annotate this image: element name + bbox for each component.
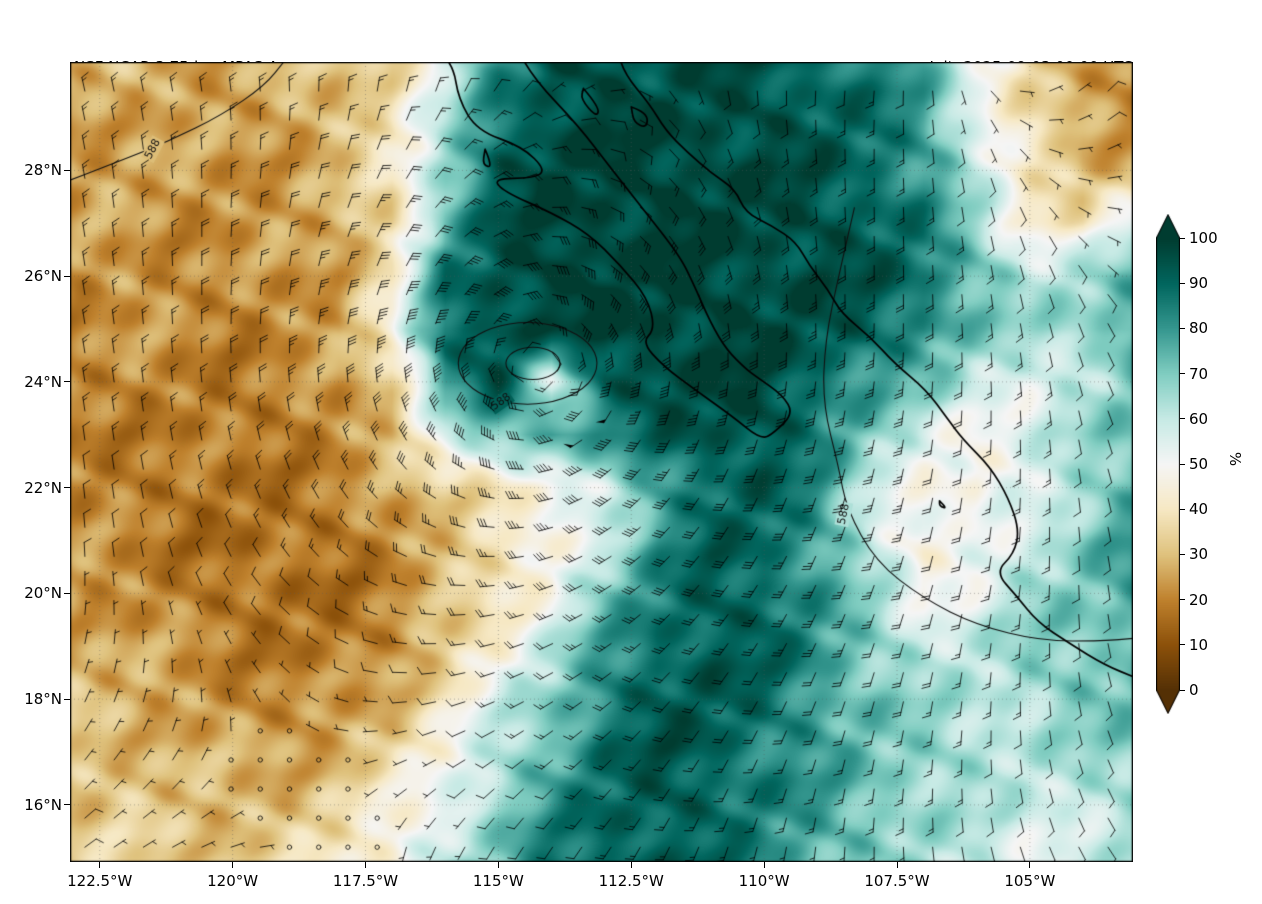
y-tick-mark — [64, 169, 70, 171]
colorbar-tick-label: 90 — [1189, 274, 1209, 293]
colorbar — [1156, 214, 1180, 714]
colorbar-tick-mark — [1180, 553, 1185, 555]
colorbar-tick-label: 0 — [1189, 681, 1199, 699]
y-tick-label: 20°N — [24, 584, 62, 603]
colorbar-tick-mark — [1180, 418, 1185, 420]
colorbar-tick-mark — [1180, 463, 1185, 465]
y-tick-mark — [64, 275, 70, 277]
y-tick-label: 16°N — [24, 795, 62, 814]
x-tick-label: 117.5°W — [332, 872, 399, 890]
x-tick-label: 122.5°W — [67, 872, 133, 890]
colorbar-tick-label: 10 — [1189, 635, 1209, 654]
y-tick-mark — [64, 592, 70, 594]
y-tick-label: 26°N — [24, 267, 62, 286]
x-tick-label: 115°W — [472, 872, 524, 890]
colorbar-tick-mark — [1180, 599, 1185, 601]
y-tick-label: 28°N — [24, 161, 62, 180]
x-tick-mark — [896, 862, 898, 868]
x-tick-label: 120°W — [207, 872, 259, 890]
x-tick-mark — [763, 862, 765, 868]
x-tick-label: 107.5°W — [864, 872, 930, 890]
y-tick-label: 24°N — [24, 372, 62, 391]
colorbar-tick-label: 20 — [1189, 590, 1209, 609]
colorbar-tick-mark — [1180, 508, 1185, 510]
colorbar-tick-mark — [1180, 644, 1185, 646]
x-tick-mark — [497, 862, 499, 868]
y-tick-mark — [64, 381, 70, 383]
x-tick-mark — [99, 862, 101, 868]
colorbar-tick-label: 30 — [1189, 545, 1209, 564]
colorbar-tick-label: 100 — [1189, 229, 1218, 247]
colorbar-tick-label: 40 — [1189, 500, 1209, 519]
colorbar-tick-label: 80 — [1189, 319, 1209, 338]
colorbar-tick-mark — [1180, 327, 1185, 329]
x-tick-mark — [232, 862, 234, 868]
y-tick-mark — [64, 487, 70, 489]
x-tick-label: 112.5°W — [598, 872, 664, 890]
colorbar-tick-label: 70 — [1189, 364, 1209, 383]
x-tick-label: 110°W — [738, 872, 790, 890]
x-tick-mark — [1029, 862, 1031, 868]
x-tick-label: 105°W — [1004, 872, 1056, 890]
x-tick-mark — [365, 862, 366, 868]
colorbar-tick-label: 60 — [1189, 409, 1209, 428]
map-canvas — [70, 62, 1133, 862]
colorbar-tick-mark — [1180, 689, 1185, 691]
colorbar-tick-label: 50 — [1189, 455, 1209, 473]
y-tick-mark — [64, 804, 70, 806]
y-tick-label: 18°N — [24, 690, 62, 709]
colorbar-tick-mark — [1180, 282, 1185, 284]
colorbar-tick-mark — [1180, 373, 1185, 375]
y-tick-label: 22°N — [24, 478, 62, 497]
x-tick-mark — [630, 862, 632, 868]
colorbar-tick-mark — [1180, 237, 1185, 239]
y-tick-mark — [64, 698, 70, 700]
